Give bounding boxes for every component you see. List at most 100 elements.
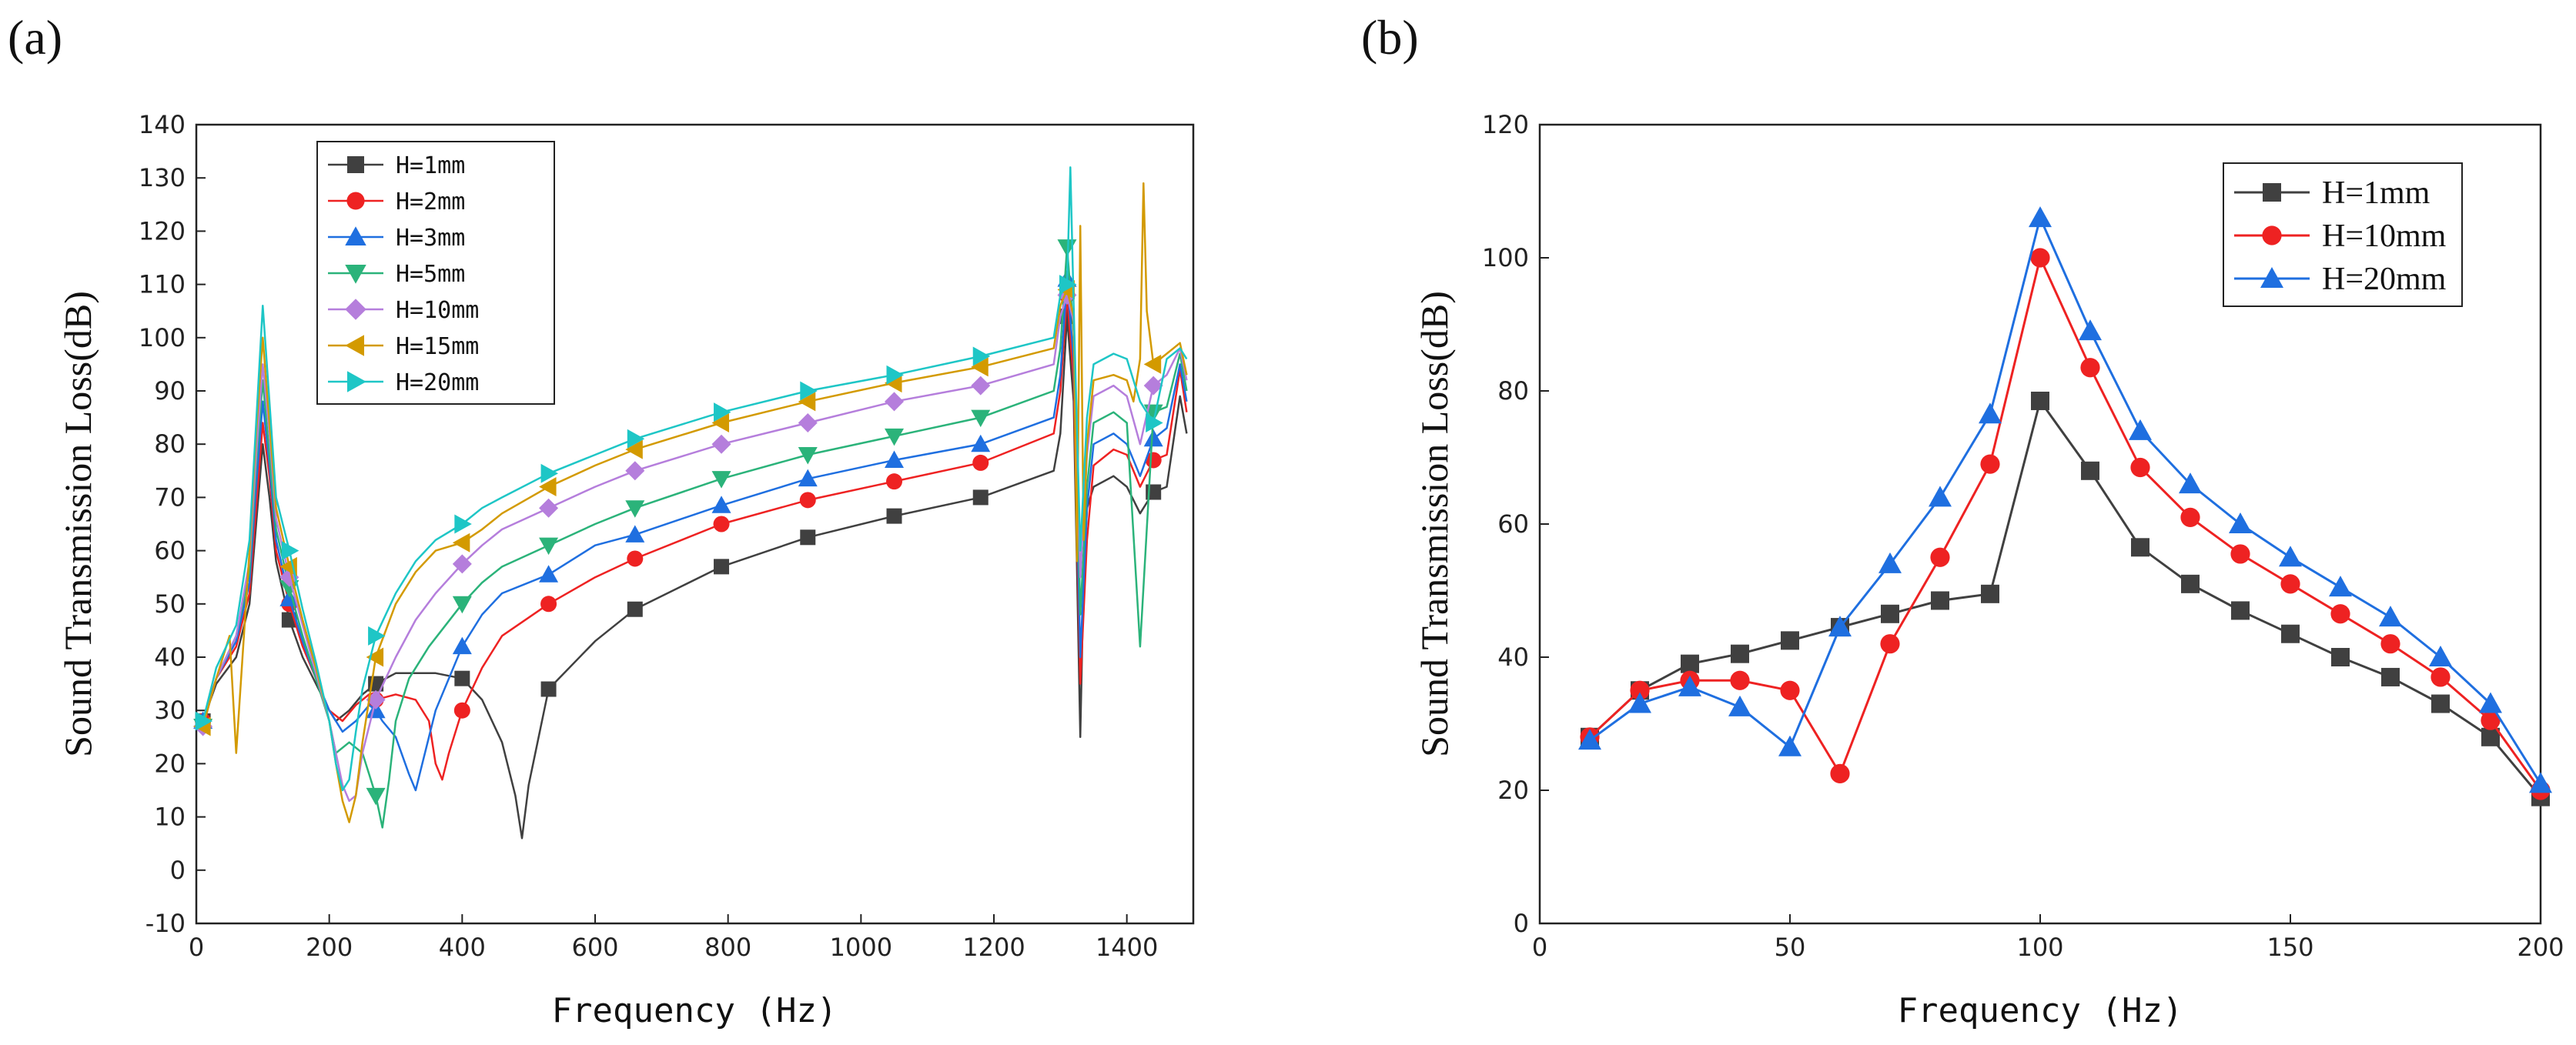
data-point (1931, 591, 1949, 610)
y-tick-label-a: 20 (154, 749, 186, 778)
data-point (971, 434, 991, 452)
data-point (540, 596, 557, 613)
series-line (202, 294, 1188, 803)
data-point (2229, 512, 2252, 533)
data-point (625, 461, 645, 481)
data-point (452, 636, 472, 655)
data-point (1145, 452, 1162, 469)
x-axis-title-a: Frequency (Hz) (552, 991, 838, 1030)
data-point (2379, 606, 2402, 627)
x-tick-label-a: 1200 (962, 933, 1025, 962)
x-tick-label-b: 100 (2016, 933, 2063, 962)
data-point (539, 537, 559, 556)
data-point (366, 787, 386, 806)
legend-label: H=15mm (396, 333, 479, 360)
y-tick-label-a: 50 (154, 589, 186, 619)
data-point (2431, 694, 2450, 713)
x-tick-label-a: 1000 (830, 933, 892, 962)
x-tick-label-b: 50 (1775, 933, 1806, 962)
y-tick-label-a: 140 (139, 110, 186, 139)
data-point (540, 681, 557, 697)
data-point (714, 559, 730, 575)
y-tick-label-a: 30 (154, 696, 186, 725)
data-point (454, 670, 470, 686)
data-point (625, 439, 643, 459)
data-point (625, 525, 645, 543)
legend-marker (345, 299, 366, 320)
x-tick-label-a: 800 (704, 933, 751, 962)
y-tick-label-a: 80 (154, 429, 186, 459)
data-point (798, 469, 818, 487)
data-point (2079, 319, 2102, 341)
data-point (539, 498, 559, 518)
legend-label: H=5mm (396, 261, 465, 288)
data-point (885, 428, 904, 446)
data-point (2181, 574, 2200, 593)
data-point (1828, 616, 1852, 637)
data-point (1146, 413, 1163, 433)
y-axis-title-a: Sound Transmission Loss(dB) (56, 291, 99, 757)
series-line (202, 166, 1188, 792)
x-axis-title-b: Frequency (Hz) (1898, 991, 2183, 1030)
y-tick-label-a: 130 (139, 163, 186, 192)
data-point (971, 357, 989, 377)
legend-label: H=20mm (396, 369, 479, 396)
data-point (366, 647, 384, 667)
legend-label: H=3mm (396, 225, 465, 252)
data-point (1881, 604, 1899, 623)
data-point (2130, 457, 2150, 478)
data-point (627, 550, 644, 567)
legend-marker (345, 226, 366, 245)
y-tick-label-a: 0 (170, 856, 186, 885)
series-H=10mm (1580, 248, 2551, 800)
data-point (2180, 507, 2200, 527)
data-point (2231, 601, 2250, 620)
data-point (886, 365, 904, 385)
data-point (1929, 486, 1952, 507)
data-point (2381, 667, 2400, 686)
series-line (202, 278, 1188, 792)
data-point (1778, 735, 1802, 756)
y-tick-label-b: 80 (1497, 376, 1529, 406)
y-tick-label-a: 100 (139, 323, 186, 352)
data-point (798, 413, 818, 433)
chart-panel-b: 0 50 100 150 200 0 20 40 60 80 100 120 Frequency (H… (1413, 110, 2564, 1030)
data-point (366, 689, 386, 709)
data-point (368, 626, 386, 646)
data-point (2129, 419, 2152, 440)
data-point (1780, 680, 1800, 700)
data-point (798, 447, 818, 465)
data-point (2380, 634, 2400, 654)
data-point (1980, 454, 2000, 474)
data-point (2029, 206, 2052, 228)
data-point (2529, 772, 2552, 793)
x-tick-label-b: 200 (2517, 933, 2564, 962)
data-point (1880, 634, 1900, 654)
x-tick-label-a: 600 (571, 933, 618, 962)
data-point (2080, 358, 2100, 378)
data-point (2081, 461, 2099, 480)
legend-marker (347, 371, 366, 392)
legend-marker (2260, 267, 2283, 288)
data-point (2331, 648, 2350, 666)
y-tick-label-a: 120 (139, 216, 186, 245)
y-axis-title-b: Sound Transmission Loss(dB) (1413, 291, 1456, 757)
series-line (1588, 399, 2542, 798)
legend-label: H=10mm (396, 297, 479, 324)
data-point (452, 533, 470, 553)
legend-label: H=1mm (2322, 175, 2430, 211)
data-point (2280, 574, 2300, 594)
data-point (1630, 680, 1650, 700)
data-point (972, 454, 989, 471)
data-point (1981, 584, 1999, 603)
y-tick-label-a: -10 (146, 909, 186, 938)
data-point (1628, 692, 1651, 713)
y-tick-label-a: 90 (154, 376, 186, 406)
data-point (1731, 644, 1749, 663)
data-point (452, 554, 472, 574)
y-tick-label-b: 20 (1497, 776, 1529, 805)
y-tick-label-b: 40 (1497, 643, 1529, 672)
legend-marker (2263, 183, 2281, 202)
data-point (1979, 402, 2002, 424)
data-point (2430, 667, 2451, 687)
